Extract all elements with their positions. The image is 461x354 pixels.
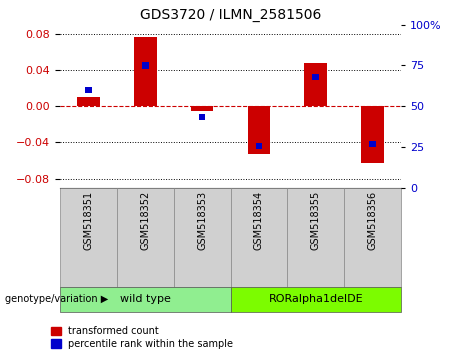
Text: wild type: wild type <box>120 294 171 304</box>
Bar <box>248 106 270 154</box>
Bar <box>344 188 401 287</box>
Text: GSM518351: GSM518351 <box>83 190 94 250</box>
Text: RORalpha1delDE: RORalpha1delDE <box>268 294 363 304</box>
Bar <box>191 106 213 111</box>
Text: genotype/variation ▶: genotype/variation ▶ <box>5 294 108 304</box>
Bar <box>199 114 206 120</box>
Bar <box>117 188 174 287</box>
Bar <box>304 63 327 106</box>
Text: GSM518355: GSM518355 <box>311 190 321 250</box>
Text: GSM518352: GSM518352 <box>140 190 150 250</box>
Bar <box>134 38 157 106</box>
Bar <box>85 87 92 93</box>
Text: GSM518354: GSM518354 <box>254 190 264 250</box>
Bar <box>287 188 344 287</box>
Bar <box>77 97 100 106</box>
Bar <box>361 106 384 163</box>
Text: GSM518356: GSM518356 <box>367 190 378 250</box>
Title: GDS3720 / ILMN_2581506: GDS3720 / ILMN_2581506 <box>140 8 321 22</box>
Bar <box>230 188 287 287</box>
Bar <box>255 143 262 149</box>
Bar <box>230 287 401 312</box>
Bar <box>60 188 117 287</box>
Bar <box>174 188 230 287</box>
Bar <box>313 74 319 80</box>
Bar <box>369 141 376 147</box>
Bar <box>142 62 148 69</box>
Legend: transformed count, percentile rank within the sample: transformed count, percentile rank withi… <box>51 326 233 349</box>
Text: GSM518353: GSM518353 <box>197 190 207 250</box>
Bar <box>60 287 230 312</box>
